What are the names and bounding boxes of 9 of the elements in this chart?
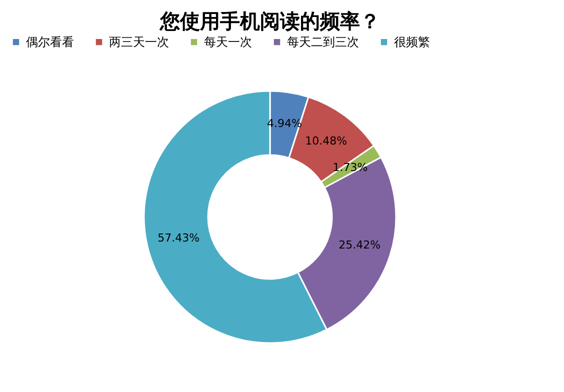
legend-label: 偶尔看看 [26,35,74,50]
data-label: 10.48% [305,134,348,148]
legend-label: 两三天一次 [109,35,169,50]
data-label: 57.43% [158,232,200,245]
legend-label: 每天二到三次 [287,35,359,50]
legend-label: 很频繁 [394,35,430,50]
chart-title: 您使用手机阅读的频率？ [159,9,380,33]
data-label: 25.42% [338,238,381,252]
legend-label: 每天一次 [204,35,252,50]
